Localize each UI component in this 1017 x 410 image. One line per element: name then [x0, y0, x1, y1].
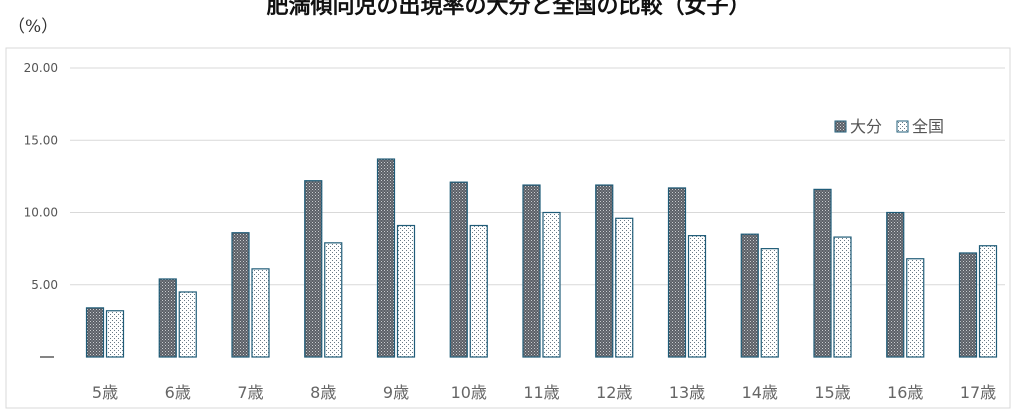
- bar-national-14: [760, 248, 779, 358]
- bar-national-8: [324, 242, 343, 358]
- y-tick-label: 20.00: [24, 61, 58, 75]
- bar-oita-7: [231, 232, 250, 358]
- x-tick-label: 8歳: [310, 383, 336, 402]
- x-tick-label: 17歳: [960, 383, 996, 402]
- bar-oita-17: [958, 252, 978, 358]
- bar-national-7: [251, 268, 270, 358]
- bar-oita-14: [740, 233, 759, 358]
- legend: 大分 全国: [834, 117, 944, 136]
- x-tick-label: 5歳: [92, 383, 118, 402]
- legend-label: 全国: [912, 117, 944, 136]
- chart-title: 肥満傾向児の出現率の大分と全国の比較（女子）: [266, 0, 751, 19]
- bar-national-15: [833, 236, 852, 358]
- x-tick-label: 12歳: [596, 383, 632, 402]
- bar-national-16: [906, 258, 925, 358]
- x-tick-label: 10歳: [451, 383, 487, 402]
- x-tick-label: 13歳: [669, 383, 705, 402]
- bar-oita-16: [886, 211, 905, 358]
- x-tick-label: 14歳: [742, 383, 778, 402]
- y-tick-label: 5.00: [31, 278, 58, 292]
- x-tick-label: 7歳: [237, 383, 263, 402]
- bar-national-5: [105, 310, 125, 358]
- y-tick-label: 15.00: [24, 133, 58, 147]
- bar-oita-10: [449, 181, 468, 358]
- bar-oita-6: [158, 278, 177, 358]
- bar-national-11: [542, 211, 561, 358]
- bar-national-9: [396, 224, 416, 358]
- bar-oita-12: [595, 184, 614, 358]
- legend-swatch: [896, 120, 909, 133]
- x-tick-label: 6歳: [165, 383, 191, 402]
- bar-national-6: [178, 291, 197, 358]
- bar-oita-13: [667, 187, 687, 358]
- y-axis-unit-label: （%）: [8, 17, 59, 37]
- bar-oita-5: [85, 307, 105, 358]
- bar-national-13: [687, 235, 707, 358]
- x-tick-label: 9歳: [383, 383, 409, 402]
- x-tick-label: 15歳: [814, 383, 850, 402]
- legend-label: 大分: [850, 117, 882, 136]
- bar-oita-15: [813, 188, 832, 358]
- y-tick-label: 10.00: [24, 206, 58, 220]
- bar-oita-8: [304, 180, 323, 358]
- y-axis: 5.00 10.00 15.00 20.00: [24, 61, 58, 358]
- bars: [85, 158, 998, 358]
- bar-national-12: [615, 217, 634, 358]
- x-tick-label: 16歳: [887, 383, 923, 402]
- legend-swatch: [834, 120, 847, 133]
- bar-national-10: [469, 224, 488, 358]
- x-tick-label: 11歳: [523, 383, 559, 402]
- bar-oita-11: [522, 184, 541, 358]
- x-axis-labels: 5歳 6歳 7歳 8歳 9歳 10歳 11歳 12歳 13歳 14歳 15歳 16歳 17歳: [92, 383, 996, 402]
- grid-lines: [5, 47, 1011, 409]
- bar-oita-9: [376, 158, 396, 358]
- plot-frame: [5, 47, 1011, 409]
- bar-national-17: [978, 245, 998, 358]
